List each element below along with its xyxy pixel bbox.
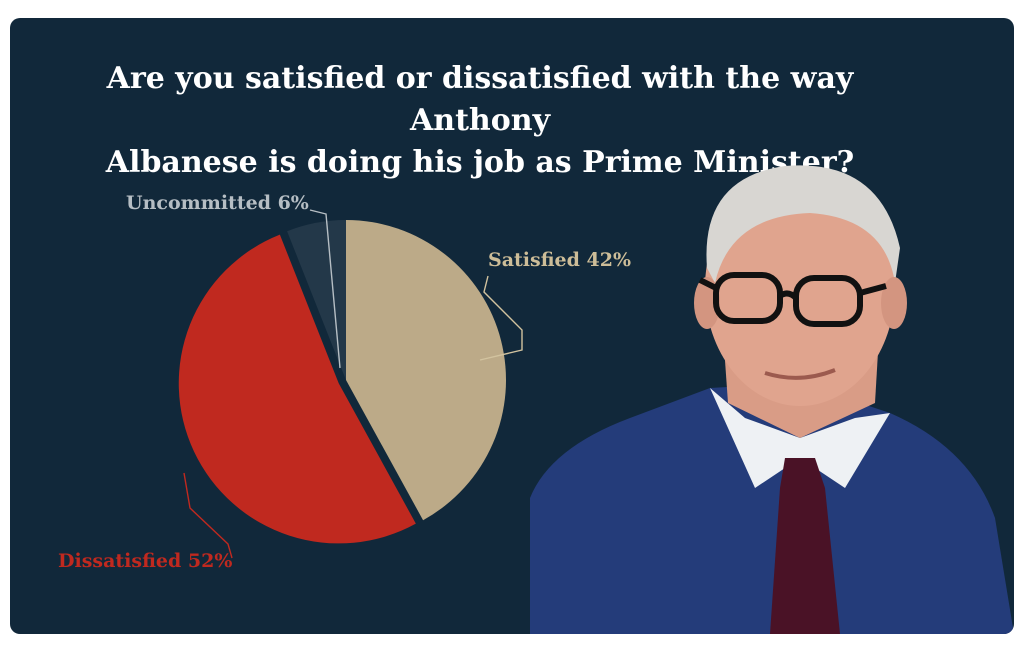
title-line-2: Albanese is doing his job as Prime Minis… bbox=[105, 145, 855, 180]
leader-line-uncommitted bbox=[309, 209, 341, 369]
slice-label-uncommitted: Uncommitted 6% bbox=[126, 192, 309, 214]
pie-slice-dissatisfied bbox=[178, 234, 416, 544]
portrait-ear-right bbox=[881, 277, 907, 329]
slice-label-satisfied: Satisfied 42% bbox=[488, 249, 631, 271]
pie-slice-uncommitted bbox=[287, 220, 346, 380]
pie-slice-satisfied bbox=[346, 220, 507, 521]
portrait-mouth bbox=[764, 368, 836, 380]
pie-leader-lines bbox=[183, 209, 523, 559]
poll-card: Are you satisfied or dissatisfied with t… bbox=[10, 18, 1014, 634]
leader-line-satisfied bbox=[479, 275, 523, 361]
chart-title: Are you satisfied or dissatisfied with t… bbox=[50, 58, 910, 184]
portrait-tie bbox=[770, 458, 840, 634]
slice-label-dissatisfied: Dissatisfied 52% bbox=[58, 550, 232, 572]
portrait-photo bbox=[530, 165, 1014, 634]
pie-chart: Satisfied 42% Dissatisfied 52% Uncommitt… bbox=[58, 192, 631, 572]
title-line-1: Are you satisfied or dissatisfied with t… bbox=[106, 61, 854, 138]
portrait-glasses bbox=[698, 272, 887, 327]
portrait-suit bbox=[530, 383, 1014, 634]
portrait-hair bbox=[706, 165, 900, 283]
leader-line-dissatisfied bbox=[183, 472, 233, 559]
pie-slices bbox=[178, 220, 507, 544]
